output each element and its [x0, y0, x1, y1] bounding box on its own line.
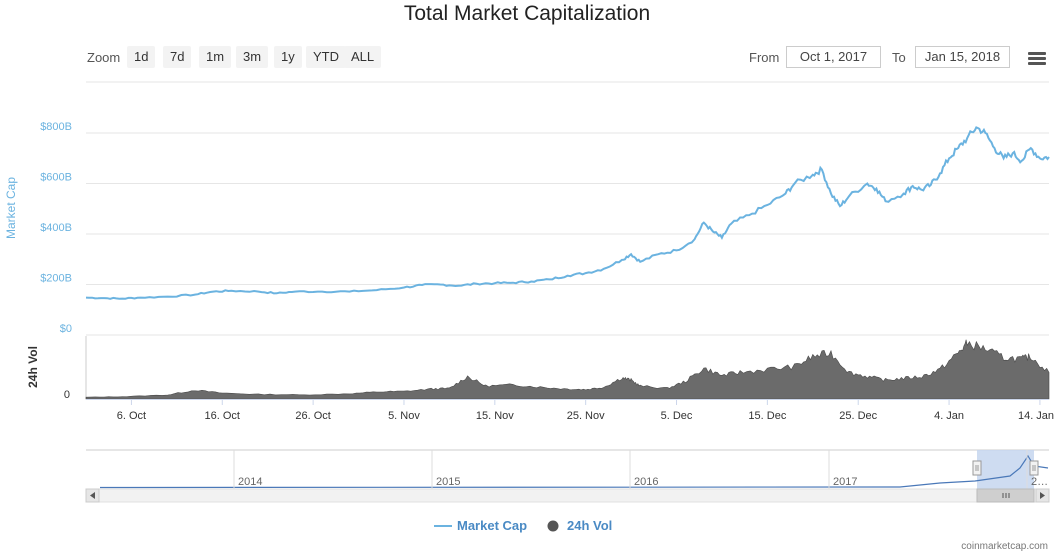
scroll-left-arrow-icon: [90, 492, 95, 499]
navigator-scrollbar-track[interactable]: [85, 488, 1050, 503]
y-tick-label: $800B: [40, 121, 72, 133]
y-tick-label: $400B: [40, 222, 72, 234]
x-tick-label: 14. Jan: [1018, 410, 1054, 422]
zoom-1d-button[interactable]: 1d: [127, 46, 156, 68]
navigator-selection[interactable]: [977, 450, 1034, 489]
navigator-left-handle[interactable]: [972, 460, 982, 476]
navigator-year-label: 2…: [1031, 476, 1048, 488]
volume-area: [85, 339, 1050, 400]
zoom-ytd-button[interactable]: YTD: [306, 46, 346, 68]
navigator-year-label: 2017: [833, 476, 857, 488]
zoom-1y-button[interactable]: 1y: [274, 46, 302, 68]
y-axis: $0 $200B $400B $600B $800B: [40, 121, 72, 335]
grid-lines: [85, 81, 1049, 399]
y-axis-title: Market Cap: [4, 177, 18, 239]
x-tick-label: 26. Oct: [295, 410, 330, 422]
volume-axis-title: 24h Vol: [26, 346, 40, 388]
x-tick-label: 5. Nov: [388, 410, 420, 422]
to-date-input[interactable]: Jan 15, 2018: [915, 46, 1010, 68]
volume-zero-tick: 0: [64, 389, 70, 401]
x-tick-label: 25. Dec: [839, 410, 877, 422]
scroll-right-arrow-icon: [1040, 492, 1045, 499]
credit-link[interactable]: coinmarketcap.com: [961, 541, 1048, 552]
x-tick-label: 4. Jan: [934, 410, 964, 422]
from-label: From: [749, 50, 780, 65]
navigator: 2014 2015 2016 2017 2…: [85, 449, 1050, 503]
zoom-7d-button[interactable]: 7d: [163, 46, 192, 68]
x-tick-label: 15. Dec: [748, 410, 786, 422]
zoom-all-button[interactable]: ALL: [344, 46, 382, 68]
x-tick-label: 5. Dec: [661, 410, 693, 422]
zoom-label: Zoom: [87, 50, 121, 65]
zoom-1m-button[interactable]: 1m: [199, 46, 232, 68]
to-label: To: [892, 50, 906, 65]
navigator-year-label: 2015: [436, 476, 460, 488]
x-axis: 6. Oct 16. Oct 26. Oct 5. Nov 15. Nov 25. Nov…: [86, 399, 1054, 422]
navigator-right-handle[interactable]: [1029, 460, 1039, 476]
from-date-input[interactable]: Oct 1, 2017: [786, 46, 881, 68]
y-tick-label: $600B: [40, 172, 72, 184]
market-cap-line: [85, 126, 1050, 300]
legend-market-cap[interactable]: Market Cap: [457, 518, 528, 533]
chart-title: Total Market Capitalization: [403, 2, 651, 25]
x-tick-label: 6. Oct: [117, 410, 146, 422]
y-tick-label: $0: [60, 323, 72, 335]
navigator-year-label: 2014: [238, 476, 262, 488]
x-tick-label: 25. Nov: [567, 410, 605, 422]
legend-24h-vol[interactable]: 24h Vol: [567, 518, 613, 533]
zoom-3m-button[interactable]: 3m: [236, 46, 269, 68]
x-tick-label: 16. Oct: [205, 410, 240, 422]
y-tick-label: $200B: [40, 273, 72, 285]
x-tick-label: 15. Nov: [476, 410, 514, 422]
legend-volume-circle-icon: [547, 520, 559, 532]
hamburger-menu-icon[interactable]: [1028, 52, 1046, 66]
navigator-year-label: 2016: [634, 476, 658, 488]
